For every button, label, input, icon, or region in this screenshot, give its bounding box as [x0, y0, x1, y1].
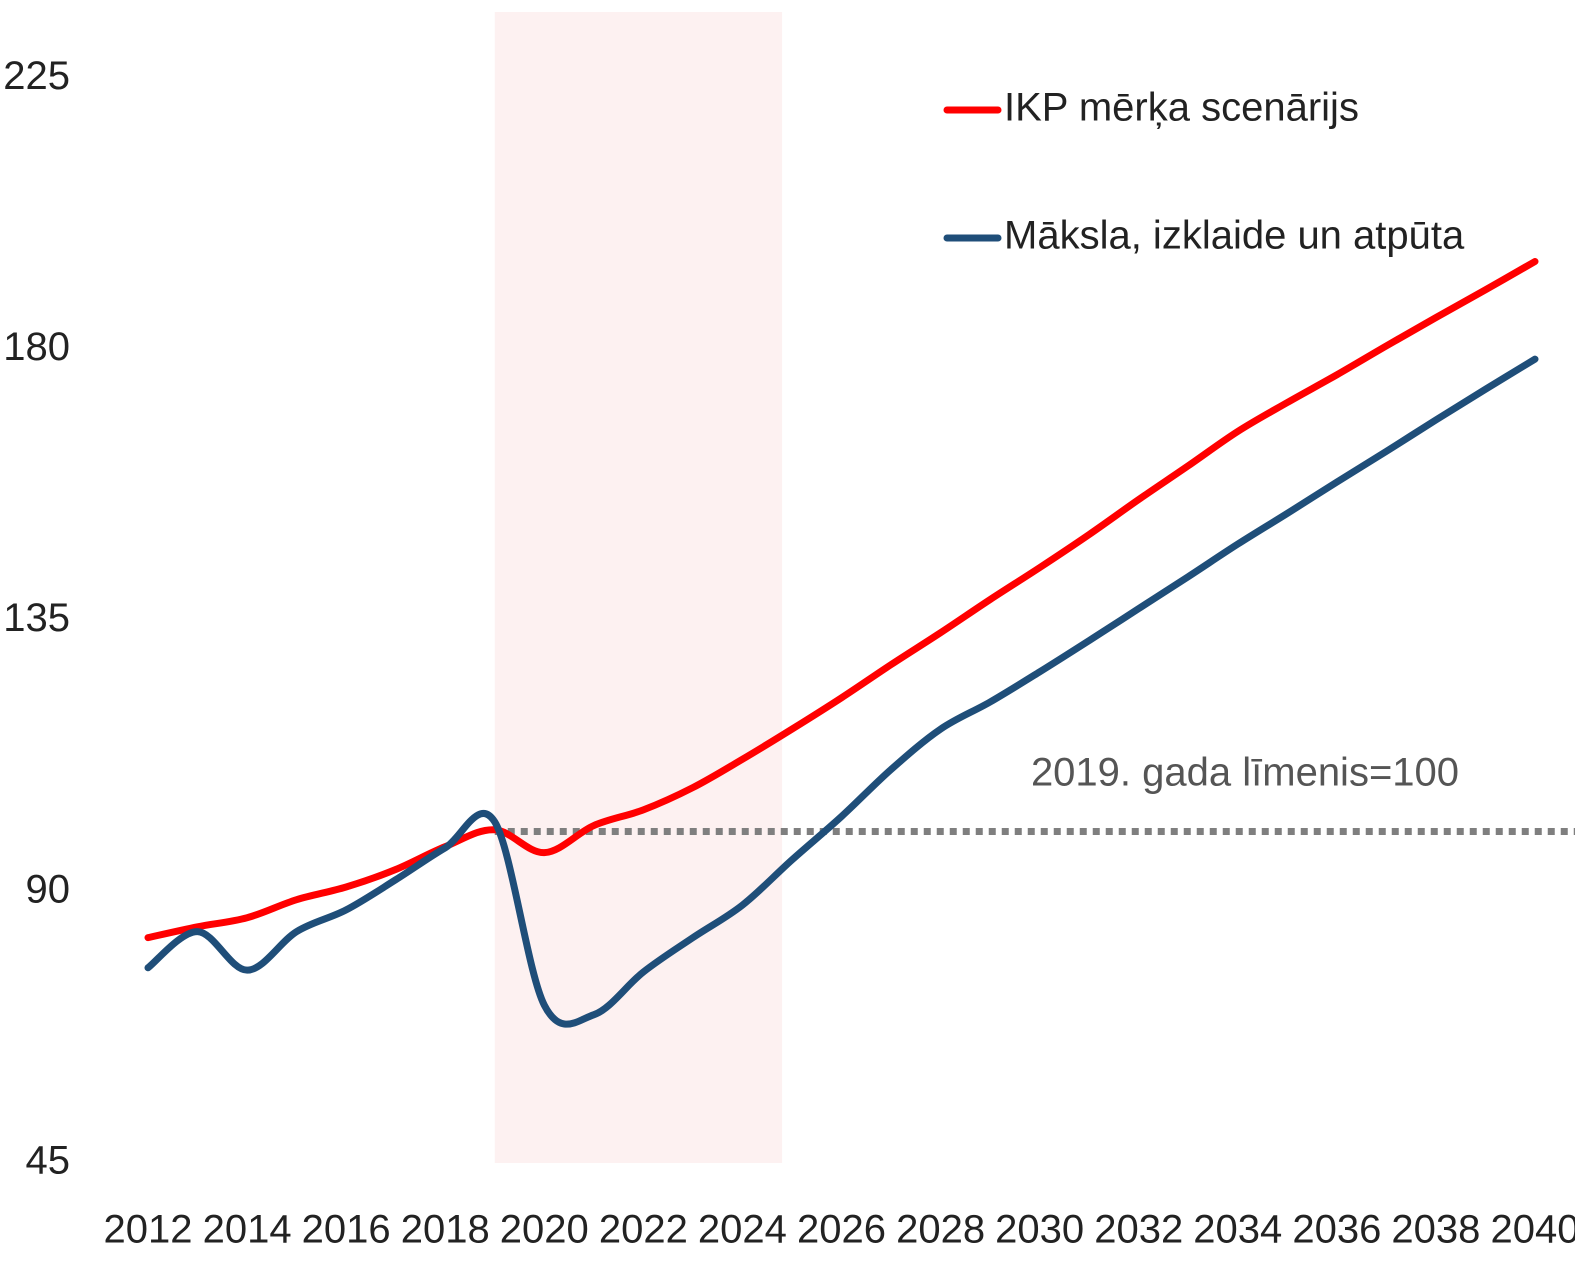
x-tick-label: 2036: [1292, 1208, 1381, 1252]
x-tick-label: 2022: [599, 1208, 688, 1252]
legend-label: Māksla, izklaide un atpūta: [1004, 214, 1465, 258]
x-tick-label: 2014: [203, 1208, 292, 1252]
x-tick-label: 2012: [104, 1208, 193, 1252]
x-tick-label: 2040: [1491, 1208, 1575, 1252]
y-tick-label: 225: [3, 54, 70, 98]
legend-label: IKP mērķa scenārijs: [1004, 86, 1359, 130]
shaded-period: [494, 12, 783, 1163]
x-tick-label: 2020: [500, 1208, 589, 1252]
x-tick-label: 2024: [698, 1208, 787, 1252]
x-tick-label: 2028: [896, 1208, 985, 1252]
series-line: [144, 355, 1539, 1028]
x-tick-label: 2034: [1193, 1208, 1282, 1252]
series-line: [144, 257, 1539, 942]
reference-label: 2019. gada līmenis=100: [1031, 751, 1459, 795]
x-tick-label: 2032: [1094, 1208, 1183, 1252]
y-tick-label: 90: [26, 867, 71, 911]
x-tick-label: 2026: [797, 1208, 886, 1252]
x-tick-label: 2038: [1391, 1208, 1480, 1252]
x-tick-label: 2016: [302, 1208, 391, 1252]
y-tick-label: 135: [3, 596, 70, 640]
y-tick-label: 45: [26, 1139, 71, 1183]
x-tick-label: 2030: [995, 1208, 1084, 1252]
y-tick-label: 180: [3, 325, 70, 369]
x-tick-label: 2018: [401, 1208, 490, 1252]
